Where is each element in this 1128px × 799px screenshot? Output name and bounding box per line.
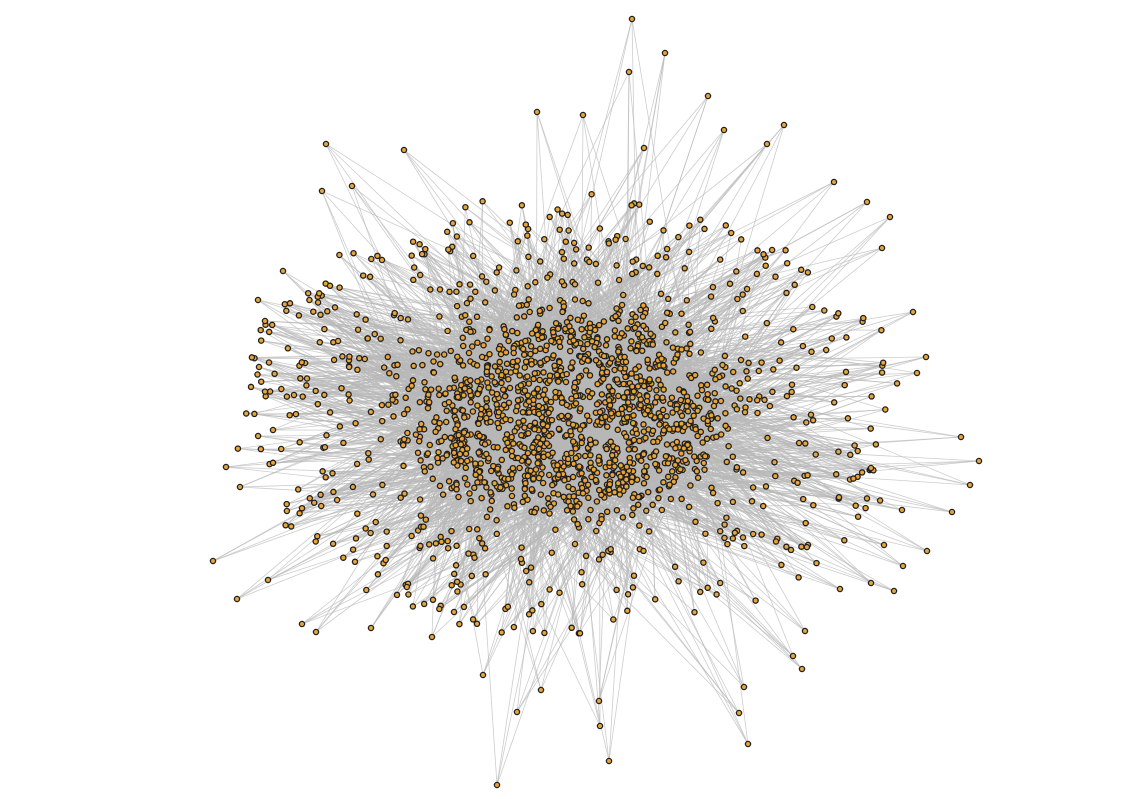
graph-edge [337,467,466,501]
graph-edge [578,236,679,467]
graph-edge [387,356,713,374]
graph-edge [672,347,883,367]
graph-edge [457,488,513,592]
graph-edge [439,316,455,388]
graph-edge [622,294,696,376]
graph-edge [445,421,545,634]
graph-edge [489,329,528,363]
graph-edge [626,236,679,385]
graph-edge [662,276,776,434]
graph-edge [308,292,619,322]
graph-edge [464,477,656,600]
graph-edge [507,505,634,588]
graph-edge [705,399,709,588]
graph-edge [681,437,768,454]
graph-edge [308,292,501,347]
graph-edge [697,284,796,412]
graph-edge [439,497,589,610]
graph-edge [707,383,898,422]
graph-edge [319,292,513,332]
graph-edge [501,470,645,633]
graph-edge [571,327,591,628]
graph-edge [683,392,799,578]
graph-edge [452,223,500,489]
graph-edge [666,254,764,343]
graph-edge [532,494,621,632]
graph-edge [299,441,565,478]
graph-edge [472,508,537,620]
